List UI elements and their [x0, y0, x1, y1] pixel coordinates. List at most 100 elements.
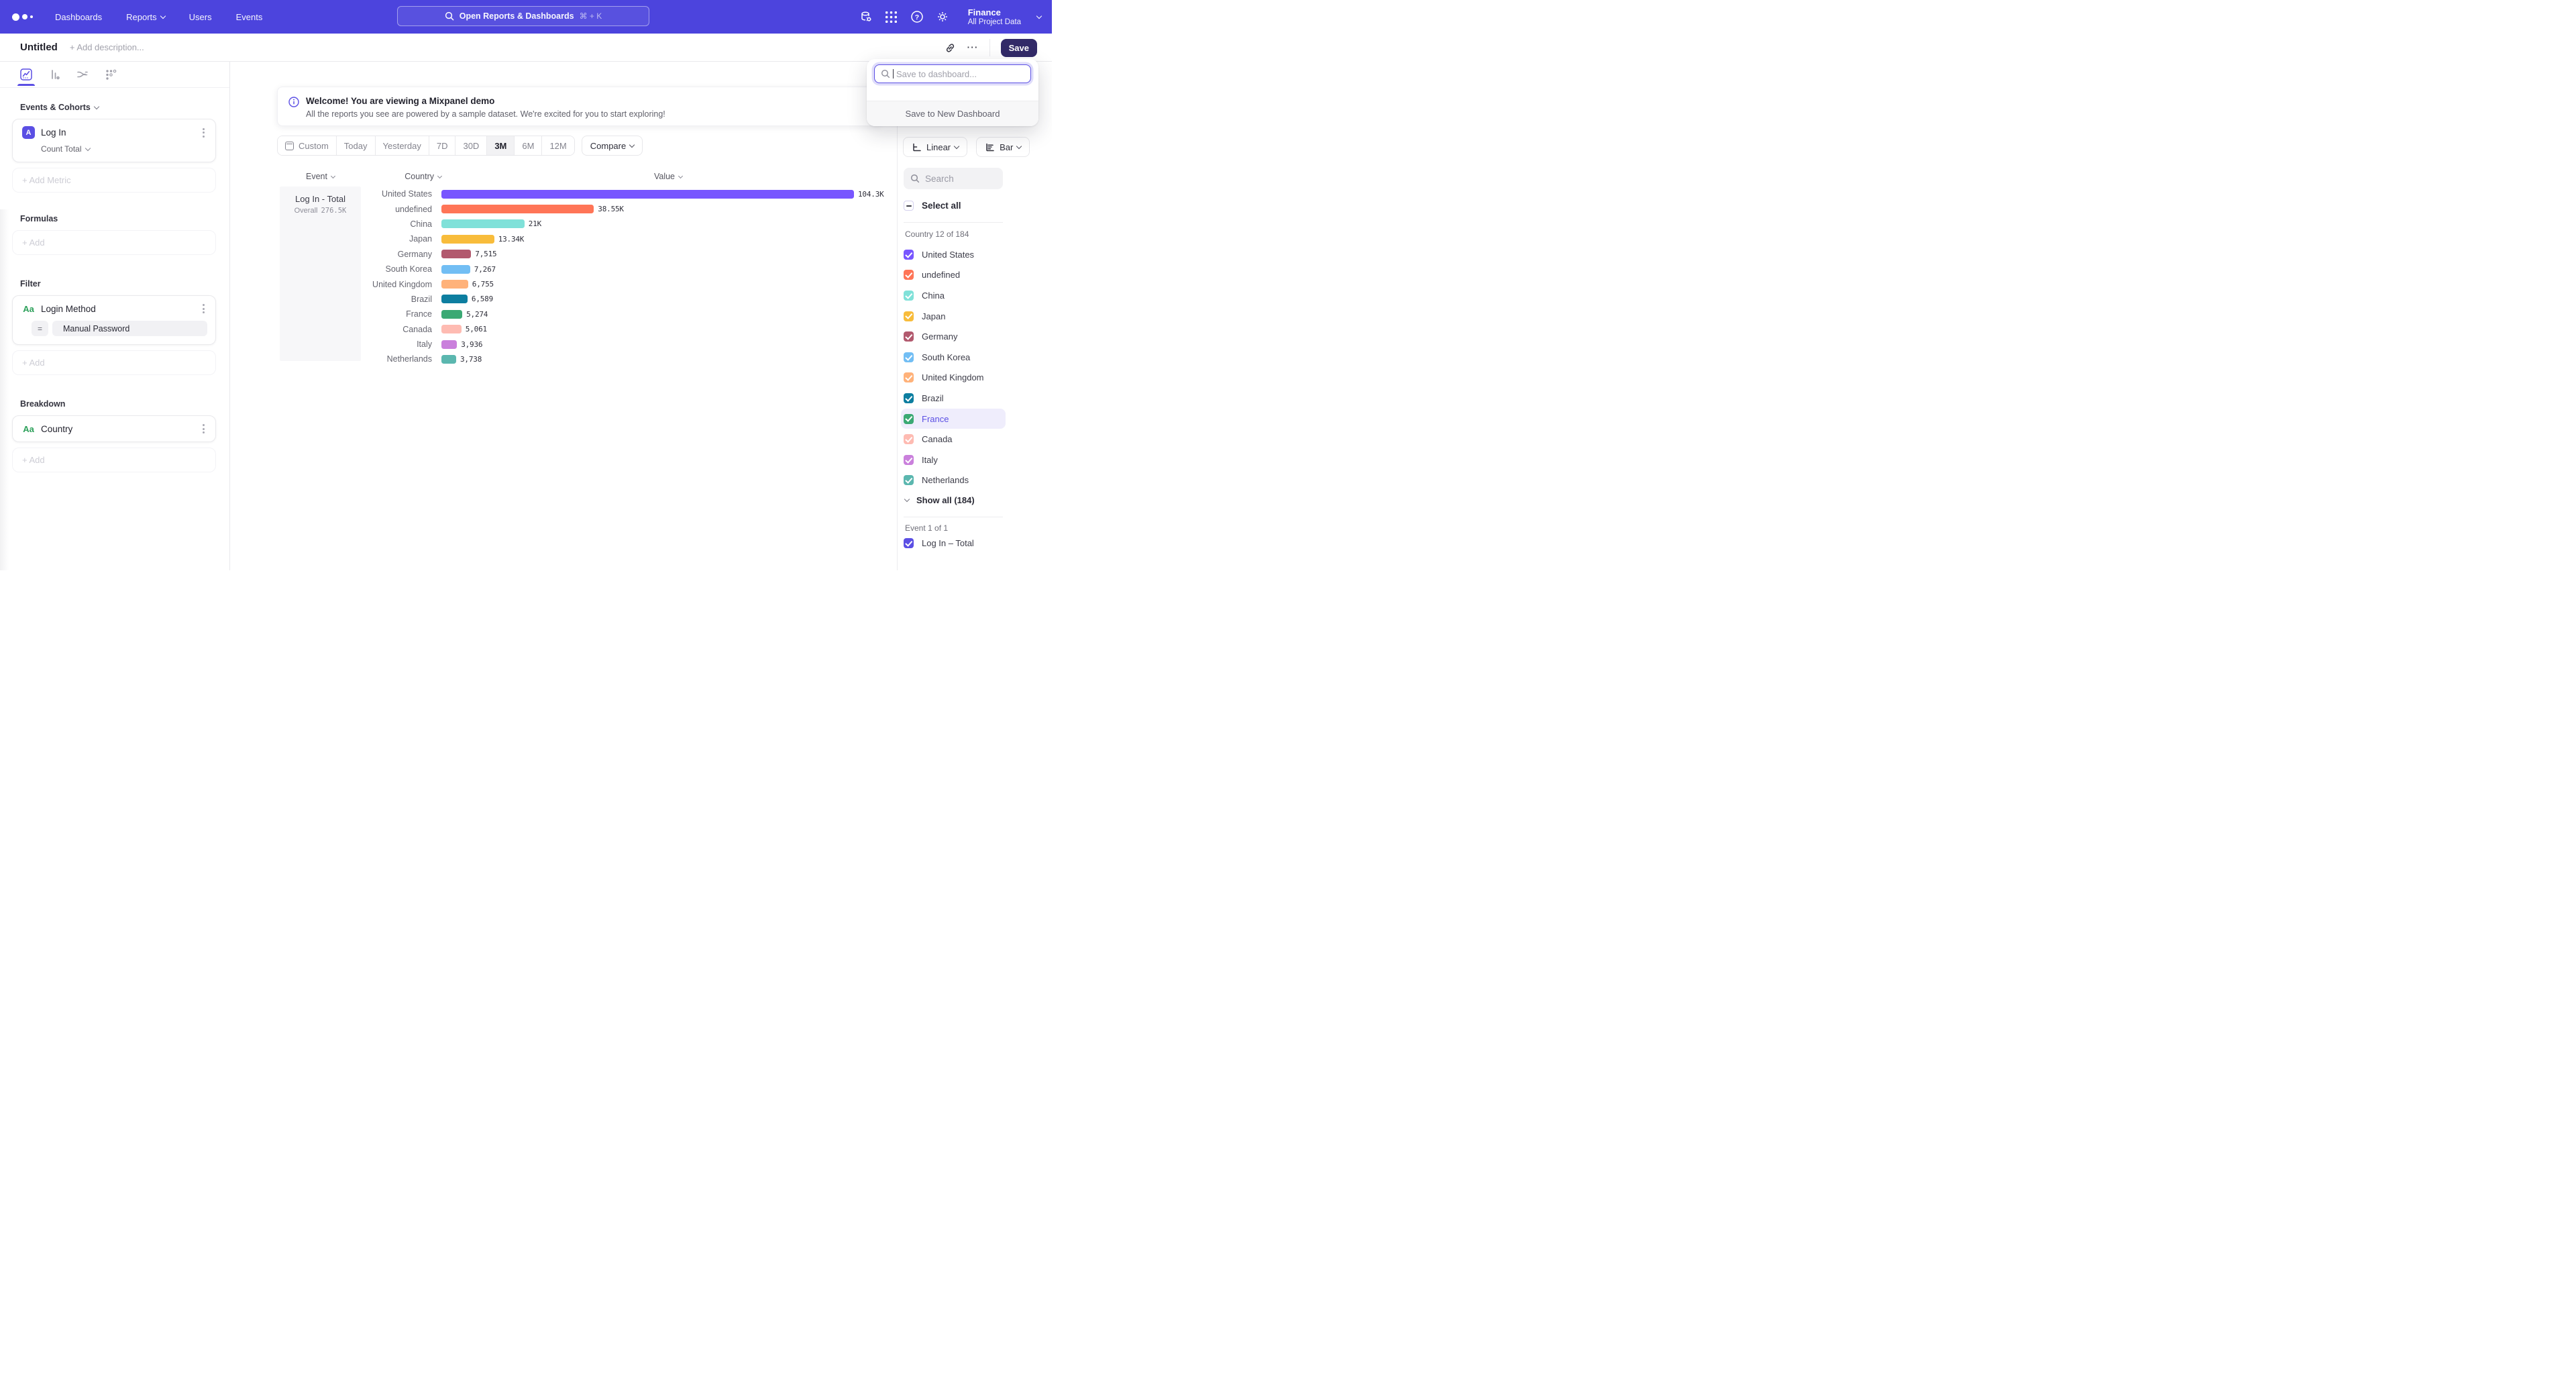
- breakdown-property-name[interactable]: Country: [41, 424, 200, 434]
- bar[interactable]: [441, 325, 462, 333]
- range-button-custom[interactable]: Custom: [278, 136, 336, 155]
- add-formula-button[interactable]: + Add: [12, 230, 216, 255]
- filter-card-login-method[interactable]: Aa Login Method = Manual Password: [12, 295, 216, 345]
- range-button-3m[interactable]: 3M: [486, 136, 514, 155]
- legend-item-germany[interactable]: Germany: [901, 326, 1006, 347]
- range-button-12m[interactable]: 12M: [541, 136, 574, 155]
- checkbox-checked[interactable]: [904, 311, 914, 321]
- bar[interactable]: [441, 355, 456, 364]
- project-chevron-down-icon[interactable]: [1036, 13, 1042, 19]
- filter-value[interactable]: Manual Password: [52, 321, 207, 336]
- bar[interactable]: [441, 190, 854, 199]
- save-button[interactable]: Save: [1001, 39, 1037, 57]
- save-to-new-dashboard-button[interactable]: Save to New Dashboard: [867, 101, 1038, 126]
- nav-link-users[interactable]: Users: [189, 12, 212, 22]
- events-cohorts-section-label[interactable]: Events & Cohorts: [20, 103, 216, 112]
- save-dashboard-search[interactable]: [874, 64, 1031, 83]
- bar[interactable]: [441, 250, 471, 258]
- bar[interactable]: [441, 310, 462, 319]
- checkbox-checked[interactable]: [904, 455, 914, 465]
- scale-dropdown[interactable]: Linear: [903, 137, 967, 157]
- copy-link-icon[interactable]: [945, 42, 956, 54]
- checkbox-checked[interactable]: [904, 270, 914, 280]
- checkbox-checked[interactable]: [904, 372, 914, 382]
- checkbox-checked[interactable]: [904, 475, 914, 485]
- nav-link-events[interactable]: Events: [236, 12, 263, 22]
- apps-grid-icon[interactable]: [885, 10, 898, 23]
- column-header-value[interactable]: Value: [601, 172, 735, 181]
- column-header-event[interactable]: Event: [280, 172, 361, 181]
- event-checkbox-checked[interactable]: [904, 538, 914, 548]
- tab-flows[interactable]: [74, 63, 91, 86]
- compare-button[interactable]: Compare: [582, 136, 643, 156]
- legend-item-united-kingdom[interactable]: United Kingdom: [901, 368, 1006, 389]
- add-metric-button[interactable]: + Add Metric: [12, 168, 216, 193]
- report-title[interactable]: Untitled: [20, 42, 58, 53]
- bar[interactable]: [441, 265, 470, 274]
- add-description-field[interactable]: + Add description...: [70, 42, 144, 52]
- legend-search-input[interactable]: [925, 174, 992, 184]
- project-switcher[interactable]: Finance All Project Data: [968, 7, 1021, 27]
- metric-name[interactable]: Log In: [41, 127, 200, 138]
- nav-link-dashboards[interactable]: Dashboards: [55, 12, 102, 22]
- show-all-toggle[interactable]: Show all (184): [905, 490, 975, 510]
- chart-type-dropdown[interactable]: Bar: [976, 137, 1030, 157]
- legend-item-japan[interactable]: Japan: [901, 306, 1006, 327]
- select-all-row[interactable]: Select all: [904, 201, 961, 211]
- more-actions-button[interactable]: ⋯: [967, 44, 979, 51]
- nav-link-reports[interactable]: Reports: [126, 12, 165, 22]
- breakdown-kebab-menu[interactable]: [200, 423, 207, 435]
- checkbox-checked[interactable]: [904, 352, 914, 362]
- settings-gear-icon[interactable]: [936, 10, 949, 23]
- bar[interactable]: [441, 295, 468, 303]
- checkbox-checked[interactable]: [904, 250, 914, 260]
- tab-insights[interactable]: [17, 63, 35, 86]
- metric-card-log-in[interactable]: A Log In Count Total: [12, 119, 216, 162]
- filter-operator[interactable]: =: [32, 321, 48, 336]
- metric-kebab-menu[interactable]: [200, 127, 207, 139]
- bar[interactable]: [441, 219, 525, 228]
- bar[interactable]: [441, 235, 494, 244]
- legend-item-label: Canada: [922, 434, 953, 444]
- legend-event-item[interactable]: Log In – Total: [904, 538, 974, 548]
- save-dashboard-input[interactable]: [896, 69, 1024, 79]
- legend-item-france[interactable]: France: [901, 409, 1006, 429]
- bar[interactable]: [441, 280, 468, 289]
- checkbox-checked[interactable]: [904, 414, 914, 424]
- range-button-today[interactable]: Today: [336, 136, 375, 155]
- legend-search[interactable]: [904, 168, 1003, 189]
- bar[interactable]: [441, 205, 594, 213]
- legend-item-canada[interactable]: Canada: [901, 429, 1006, 450]
- mixpanel-logo-icon[interactable]: [12, 13, 40, 21]
- filter-property-name[interactable]: Login Method: [41, 304, 200, 314]
- legend-item-brazil[interactable]: Brazil: [901, 388, 1006, 409]
- range-button-6m[interactable]: 6M: [514, 136, 541, 155]
- breakdown-card-country[interactable]: Aa Country: [12, 415, 216, 442]
- add-breakdown-button[interactable]: + Add: [12, 448, 216, 472]
- chart-controls: Linear Bar: [903, 137, 1030, 157]
- range-button-7d[interactable]: 7D: [429, 136, 455, 155]
- tab-funnels[interactable]: [46, 63, 63, 86]
- metric-aggregation-dropdown[interactable]: Count Total: [41, 144, 207, 154]
- column-header-country[interactable]: Country: [357, 172, 441, 181]
- global-search-button[interactable]: Open Reports & Dashboards ⌘ + K: [397, 6, 649, 26]
- checkbox-checked[interactable]: [904, 393, 914, 403]
- checkbox-checked[interactable]: [904, 434, 914, 444]
- tab-retention[interactable]: [102, 63, 119, 86]
- legend-item-undefined[interactable]: undefined: [901, 265, 1006, 286]
- legend-item-south-korea[interactable]: South Korea: [901, 347, 1006, 368]
- add-filter-button[interactable]: + Add: [12, 350, 216, 375]
- range-button-yesterday[interactable]: Yesterday: [375, 136, 429, 155]
- data-management-icon[interactable]: [859, 10, 873, 23]
- legend-item-china[interactable]: China: [901, 285, 1006, 306]
- legend-item-united-states[interactable]: United States: [901, 244, 1006, 265]
- bar[interactable]: [441, 340, 457, 349]
- filter-kebab-menu[interactable]: [200, 303, 207, 315]
- checkbox-checked[interactable]: [904, 331, 914, 342]
- select-all-checkbox-indeterminate[interactable]: [904, 201, 914, 211]
- range-button-30d[interactable]: 30D: [455, 136, 486, 155]
- checkbox-checked[interactable]: [904, 291, 914, 301]
- legend-item-netherlands[interactable]: Netherlands: [901, 470, 1006, 491]
- help-icon[interactable]: ?: [910, 10, 924, 23]
- legend-item-italy[interactable]: Italy: [901, 450, 1006, 470]
